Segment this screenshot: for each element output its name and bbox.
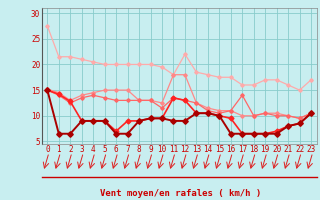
Text: Vent moyen/en rafales ( km/h ): Vent moyen/en rafales ( km/h ) xyxy=(100,189,261,198)
